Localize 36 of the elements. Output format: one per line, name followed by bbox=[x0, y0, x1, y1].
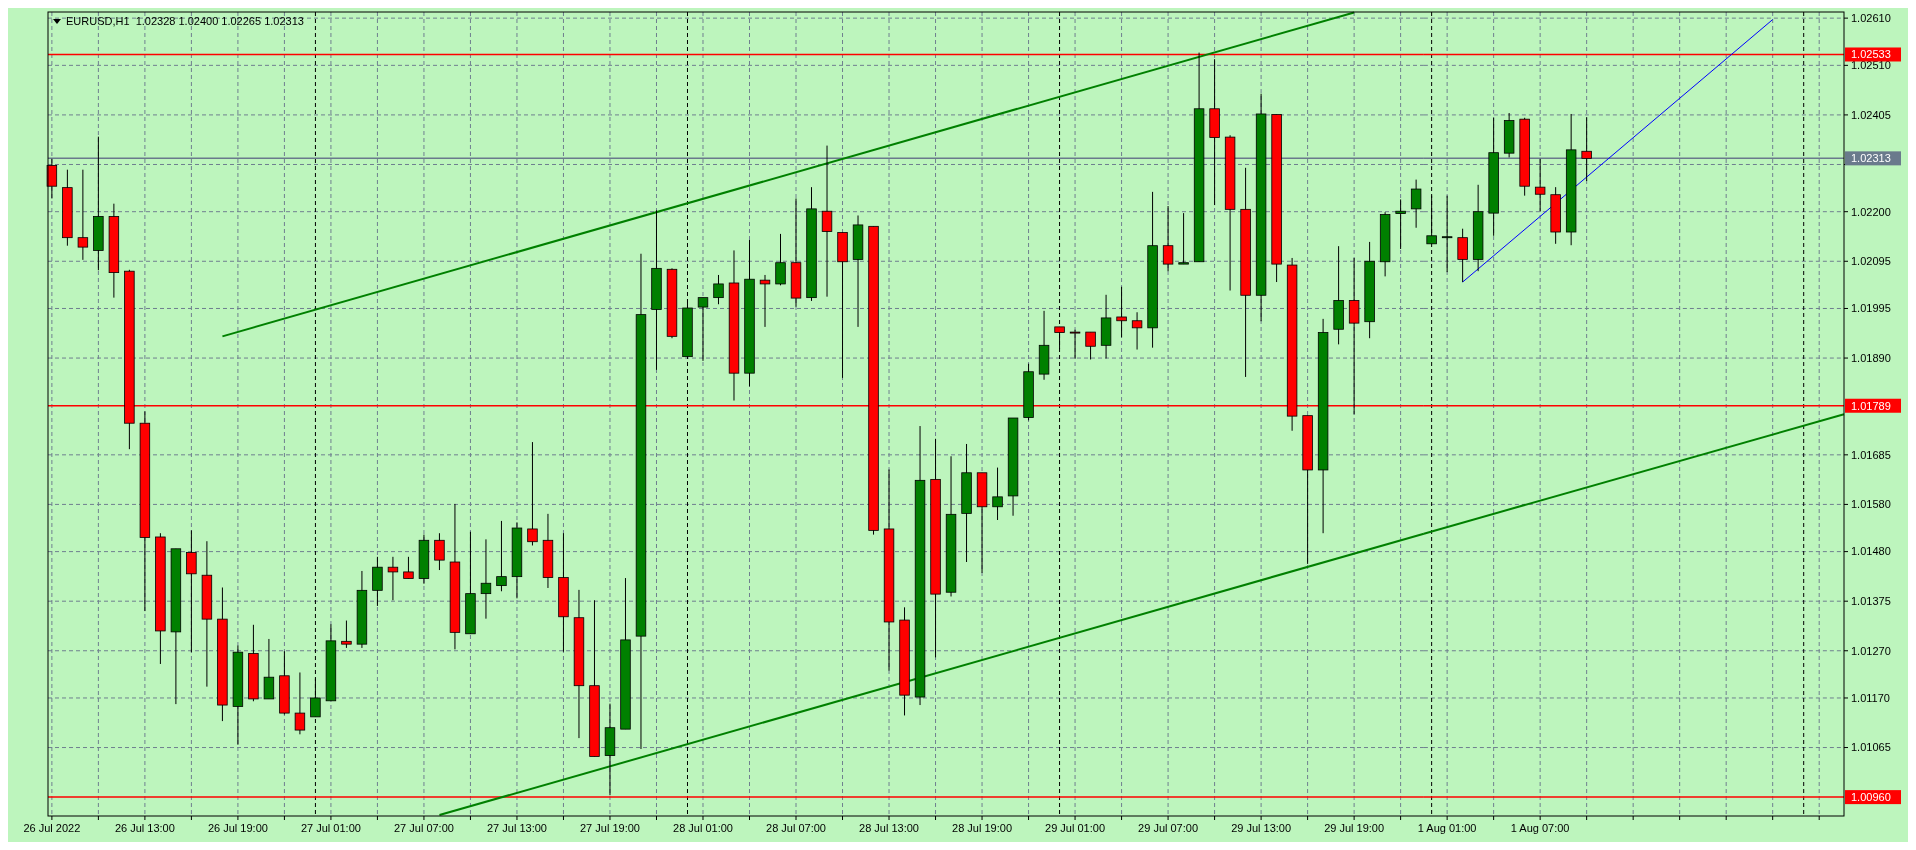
ref-line-label: 1.02533 bbox=[1851, 48, 1891, 61]
y-tick-label: 1.01270 bbox=[1851, 644, 1891, 657]
x-tick-label: 29 Jul 07:00 bbox=[1138, 822, 1199, 834]
x-tick-label: 27 Jul 07:00 bbox=[393, 822, 454, 834]
x-tick-label: 26 Jul 13:00 bbox=[114, 822, 175, 834]
y-tick-label: 1.02200 bbox=[1851, 205, 1891, 218]
y-tick-label: 1.02510 bbox=[1851, 59, 1891, 72]
x-tick-label: 28 Jul 13:00 bbox=[859, 822, 919, 834]
x-tick-label: 1 Aug 01:00 bbox=[1417, 822, 1477, 834]
x-tick-label: 29 Jul 01:00 bbox=[1045, 822, 1106, 834]
chart-title: EURUSD,H1 1.02328 1.02400 1.02265 1.02313 bbox=[66, 15, 304, 27]
x-tick-label: 28 Jul 19:00 bbox=[952, 822, 1013, 834]
y-tick-label: 1.01580 bbox=[1851, 498, 1891, 511]
y-tick-label: 1.01480 bbox=[1851, 545, 1891, 558]
ref-line-label: 1.00960 bbox=[1851, 790, 1891, 803]
y-tick-label: 1.02405 bbox=[1851, 108, 1891, 121]
y-tick-label: 1.01375 bbox=[1851, 595, 1891, 608]
y-tick-label: 1.01065 bbox=[1851, 741, 1891, 754]
y-tick-label: 1.02095 bbox=[1851, 255, 1891, 268]
x-tick-label: 29 Jul 19:00 bbox=[1324, 822, 1385, 834]
x-tick-label: 29 Jul 13:00 bbox=[1231, 822, 1292, 834]
x-tick-label: 26 Jul 2022 bbox=[23, 822, 81, 834]
y-tick-label: 1.01685 bbox=[1851, 448, 1891, 461]
ref-line-label: 1.01789 bbox=[1851, 399, 1891, 412]
y-tick-label: 1.01170 bbox=[1851, 691, 1890, 704]
x-tick-label: 27 Jul 19:00 bbox=[580, 822, 640, 834]
x-tick-label: 26 Jul 19:00 bbox=[207, 822, 268, 834]
y-tick-label: 1.01890 bbox=[1851, 351, 1891, 364]
y-tick-label: 1.01995 bbox=[1851, 302, 1891, 315]
y-tick-label: 1.02610 bbox=[1851, 11, 1891, 24]
x-tick-label: 27 Jul 13:00 bbox=[486, 822, 547, 834]
x-tick-label: 1 Aug 07:00 bbox=[1510, 822, 1570, 834]
x-tick-label: 27 Jul 01:00 bbox=[300, 822, 361, 834]
x-tick-label: 28 Jul 01:00 bbox=[673, 822, 733, 834]
ref-line-label: 1.02313 bbox=[1851, 152, 1891, 165]
x-tick-label: 28 Jul 07:00 bbox=[766, 822, 826, 834]
